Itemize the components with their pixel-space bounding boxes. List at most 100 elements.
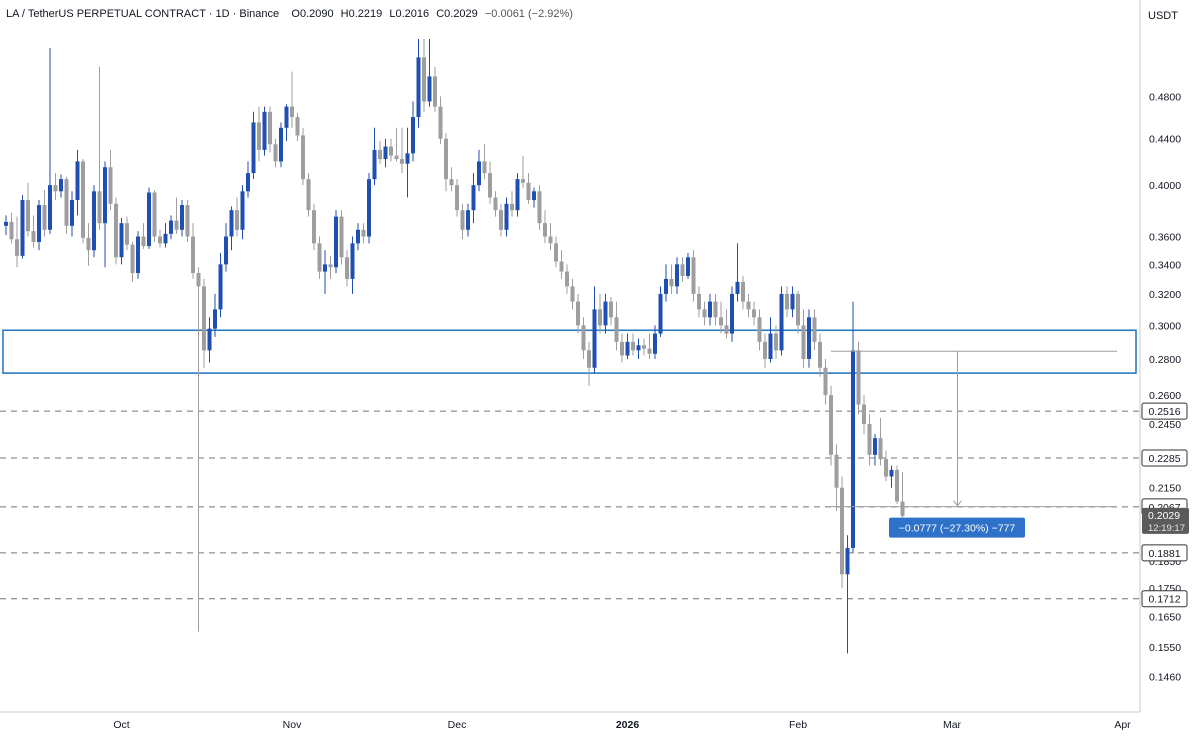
candle xyxy=(235,197,239,237)
candle-body xyxy=(895,469,899,502)
candle xyxy=(851,301,855,554)
candle xyxy=(532,187,536,208)
candle-body xyxy=(482,161,487,174)
candle xyxy=(614,301,619,351)
candle xyxy=(829,385,833,466)
candle xyxy=(466,203,470,237)
candle xyxy=(570,278,575,310)
time-tick-label: 2026 xyxy=(616,719,640,731)
candle-body xyxy=(510,203,514,211)
candle-body xyxy=(213,309,217,329)
candle-body xyxy=(741,281,745,302)
candle xyxy=(576,293,580,334)
candle-body xyxy=(867,424,872,455)
separator: / xyxy=(21,8,28,20)
candle xyxy=(246,161,250,198)
candle xyxy=(856,341,861,415)
candle-body xyxy=(438,106,443,139)
candle-body xyxy=(845,547,850,575)
candle xyxy=(147,187,151,249)
candle-body xyxy=(119,223,124,258)
candle-body xyxy=(719,317,723,326)
dot xyxy=(282,8,288,20)
candle xyxy=(207,317,212,363)
candle-body xyxy=(290,106,294,118)
candle-body xyxy=(86,237,91,251)
candle xyxy=(796,290,800,334)
level-label-text: 0.2285 xyxy=(1148,453,1180,465)
candle xyxy=(642,338,646,356)
candle xyxy=(290,71,294,128)
time-axis[interactable]: Oct Nov Dec 2026 Feb Mar Apr xyxy=(113,719,1131,731)
candle-body xyxy=(196,273,201,287)
candle xyxy=(125,216,129,251)
level-label-text: 0.1881 xyxy=(1148,548,1180,560)
candle xyxy=(477,149,481,192)
price-tick-label: 0.3600 xyxy=(1149,232,1181,244)
candle xyxy=(653,325,657,359)
level-label-box xyxy=(1141,590,1188,608)
candle xyxy=(279,122,283,168)
candle-body xyxy=(647,348,652,354)
candle xyxy=(202,278,206,368)
candle-body xyxy=(697,293,701,310)
candle-body xyxy=(295,117,300,136)
candle xyxy=(323,250,327,294)
candle xyxy=(438,96,443,145)
price-axis[interactable]: USDT 0.4800 0.4400 0.4000 0.3600 0.3400 0.3200… xyxy=(1148,10,1181,683)
candle xyxy=(273,138,278,168)
ohlc-change: −0.0061 (−2.92%) xyxy=(484,8,573,20)
ohlc-low: 0.2016 xyxy=(395,8,430,20)
candle-body xyxy=(240,191,245,230)
candle xyxy=(702,301,707,326)
candle xyxy=(433,66,437,112)
candle xyxy=(581,317,586,359)
candle xyxy=(422,38,426,112)
candle xyxy=(119,217,124,265)
dot: · xyxy=(208,8,216,20)
candle xyxy=(400,127,404,174)
candle-body xyxy=(752,309,756,318)
candle xyxy=(169,215,173,240)
candle xyxy=(191,223,195,279)
candle-body xyxy=(378,149,382,160)
candle-body xyxy=(202,286,206,351)
candle xyxy=(730,286,734,342)
dot: · xyxy=(232,8,240,20)
candle xyxy=(31,215,36,248)
candle-body xyxy=(350,243,355,279)
candle-body xyxy=(75,161,80,201)
candle xyxy=(257,106,261,162)
candle xyxy=(598,293,602,334)
candle xyxy=(559,250,564,279)
candle xyxy=(15,216,19,268)
candle xyxy=(394,127,399,162)
ohlc-low-label: L xyxy=(389,8,396,20)
candle-body xyxy=(15,239,19,256)
candle-body xyxy=(317,243,322,272)
candle xyxy=(350,236,355,294)
candle xyxy=(515,173,520,217)
candle xyxy=(862,395,866,435)
candle xyxy=(779,286,784,356)
price-tick-label: 0.3400 xyxy=(1149,259,1181,271)
last-price-box xyxy=(1142,507,1189,534)
candle-body xyxy=(405,153,410,164)
candle-body xyxy=(59,179,63,192)
candle-body xyxy=(493,197,498,211)
symbol-name[interactable]: LA xyxy=(6,8,19,20)
candle xyxy=(240,185,245,240)
candle-body xyxy=(92,191,96,251)
interval[interactable]: 1D xyxy=(215,8,230,20)
price-tick-label: 0.2150 xyxy=(1149,483,1181,495)
candle xyxy=(620,333,624,363)
price-tick-label: 0.3200 xyxy=(1149,289,1181,301)
exchange: Binance xyxy=(239,8,280,20)
candle-body xyxy=(614,317,619,342)
candle-body xyxy=(400,159,404,164)
candle-body xyxy=(543,223,547,237)
candle xyxy=(658,286,663,337)
candle xyxy=(218,253,223,318)
